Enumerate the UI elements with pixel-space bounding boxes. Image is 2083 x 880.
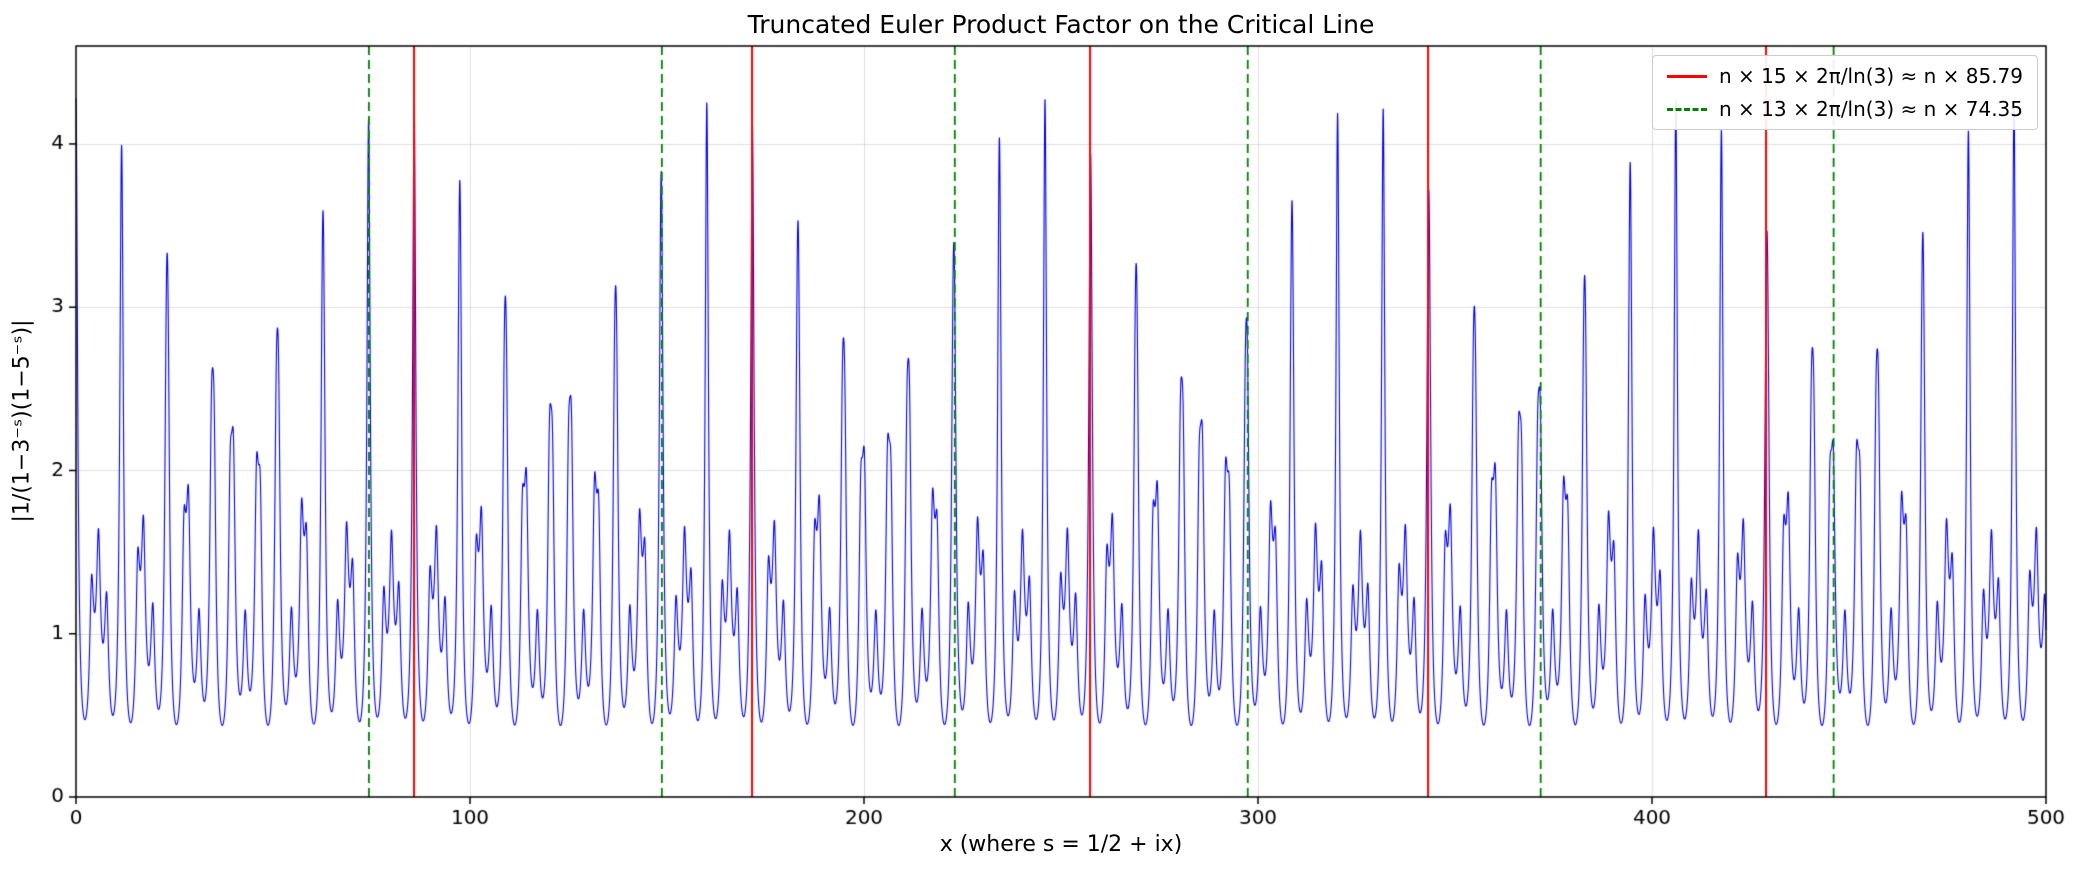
- legend-entry-green-period: n × 13 × 2π/ln(3) ≈ n × 74.35: [1666, 97, 2023, 121]
- y-axis-label: |1/(1−3⁻ˢ)(1−5⁻ˢ)|: [9, 319, 35, 523]
- legend-label-green-period: n × 13 × 2π/ln(3) ≈ n × 74.35: [1718, 97, 2023, 121]
- x-axis-label: x (where s = 1/2 + ix): [939, 832, 1183, 857]
- green-dashed-line-sample: [1666, 107, 1707, 111]
- red-solid-line-sample: [1666, 74, 1707, 78]
- legend: n × 15 × 2π/ln(3) ≈ n × 85.79 n × 13 × 2…: [1651, 55, 2038, 130]
- legend-entry-red-period: n × 15 × 2π/ln(3) ≈ n × 85.79: [1666, 64, 2023, 88]
- legend-label-red-period: n × 15 × 2π/ln(3) ≈ n × 85.79: [1718, 64, 2023, 88]
- chart-title: Truncated Euler Product Factor on the Cr…: [747, 10, 1375, 39]
